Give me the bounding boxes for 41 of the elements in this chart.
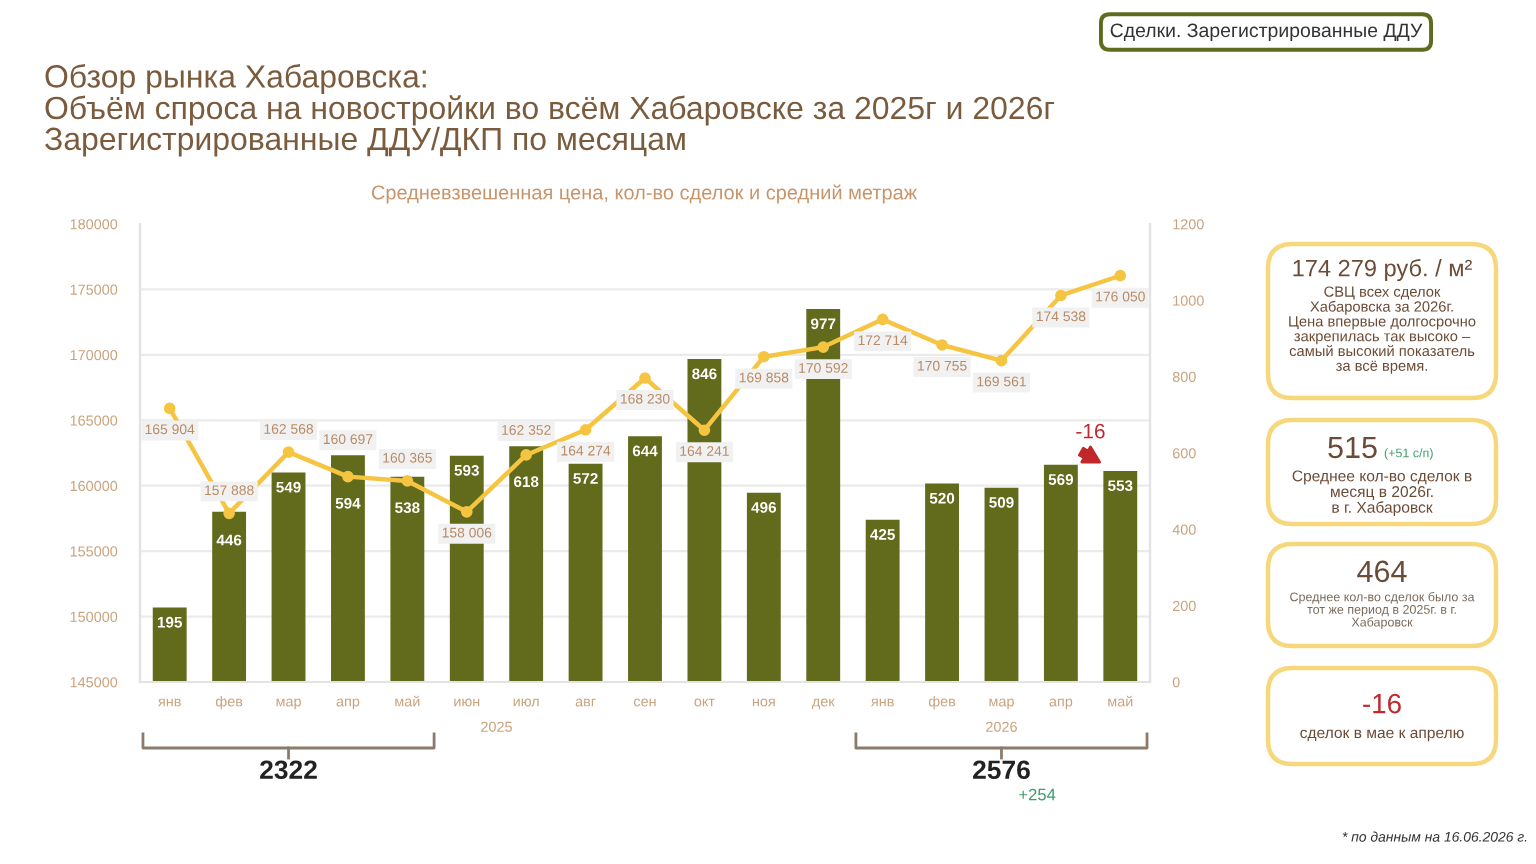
point	[1114, 269, 1127, 282]
point	[223, 507, 235, 520]
text: 174 279 руб. / м²	[1293, 258, 1472, 282]
text: -16	[1363, 693, 1401, 714]
chart-title: Обзор рынка Хабаровска: Объём спроса на новостройки во всём Хабаровске за 2025г и 2026г Зарегистрированные ДДУ/ДКП по месяцам	[45, 64, 1055, 157]
bar	[271, 472, 306, 682]
bar	[212, 511, 247, 682]
point	[163, 402, 176, 415]
annotation: -16	[1076, 423, 1105, 439]
text: Сделки. Зарегистрированные ДДУ	[1110, 23, 1423, 42]
bar	[152, 607, 187, 682]
point	[401, 475, 414, 487]
bar	[390, 476, 425, 682]
bar	[509, 446, 544, 682]
point	[639, 372, 651, 384]
point	[817, 341, 830, 353]
point	[579, 423, 592, 436]
bar	[628, 436, 662, 682]
text: 2576	[973, 760, 1030, 780]
text: 2322	[260, 760, 317, 780]
text: +254	[1019, 788, 1056, 801]
point	[757, 350, 770, 363]
point	[1055, 289, 1067, 302]
bar	[865, 519, 900, 682]
text: 464	[1357, 560, 1407, 583]
point	[936, 339, 948, 351]
bar	[925, 483, 959, 682]
point	[876, 313, 889, 326]
point	[520, 449, 533, 461]
bar	[1103, 470, 1138, 682]
point	[342, 470, 354, 483]
chart-subtitle: Средневзвешенная цена, кол-во сделок и средний метраж	[371, 184, 918, 204]
bar	[331, 455, 365, 682]
point	[698, 424, 711, 437]
text: 515	[1328, 436, 1377, 459]
bar	[984, 487, 1019, 682]
point	[282, 446, 295, 458]
bar	[746, 492, 781, 682]
bar	[1043, 464, 1078, 682]
point	[995, 354, 1008, 367]
point	[460, 505, 473, 518]
